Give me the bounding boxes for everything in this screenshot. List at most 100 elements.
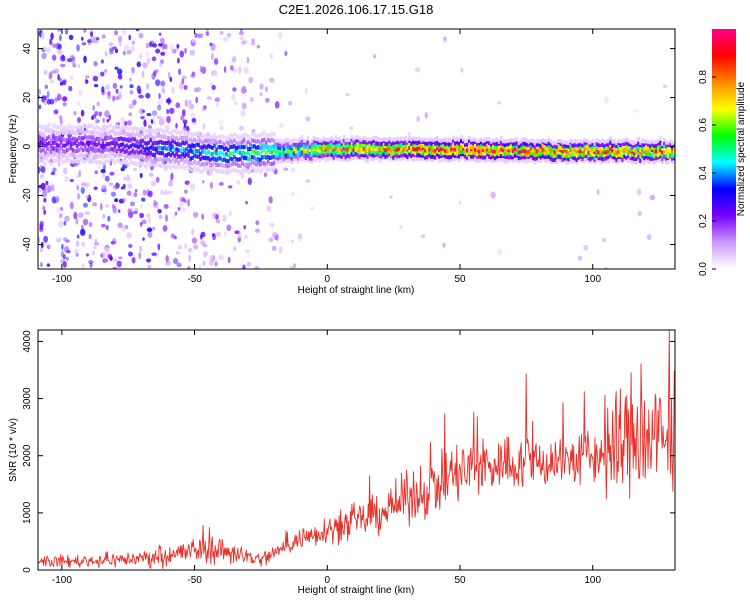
noise-cell xyxy=(45,46,51,54)
band-cell xyxy=(571,150,575,155)
band-cell xyxy=(436,136,439,141)
band-cell xyxy=(125,126,129,131)
band-cell xyxy=(408,152,411,157)
band-cell xyxy=(533,141,537,146)
band-cell xyxy=(489,152,493,157)
noise-cell xyxy=(92,104,95,111)
band-cell xyxy=(105,130,109,136)
noise-cell xyxy=(163,204,169,209)
band-cell xyxy=(573,152,577,157)
band-cell xyxy=(332,138,336,143)
band-cell xyxy=(535,152,539,157)
band-cell xyxy=(193,166,196,171)
noise-cell xyxy=(268,196,273,204)
band-cell xyxy=(44,155,47,160)
band-cell xyxy=(394,157,397,162)
band-cell xyxy=(380,150,383,155)
noise-cell xyxy=(189,49,196,56)
band-cell xyxy=(481,139,485,144)
band-cell xyxy=(147,156,151,161)
band-cell xyxy=(292,157,296,162)
band-cell xyxy=(67,140,71,145)
band-cell xyxy=(189,148,192,154)
band-cell xyxy=(456,137,459,142)
band-cell xyxy=(324,151,328,156)
band-cell xyxy=(597,155,600,161)
band-cell xyxy=(356,152,360,158)
band-cell xyxy=(497,145,501,150)
band-cell xyxy=(591,148,594,153)
band-cell xyxy=(115,158,119,164)
band-cell xyxy=(665,147,668,152)
band-cell xyxy=(183,154,186,159)
band-cell xyxy=(472,137,475,142)
band-cell xyxy=(352,150,356,155)
band-cell xyxy=(225,136,228,141)
noise-cell xyxy=(200,231,206,238)
noise-cell xyxy=(190,112,196,118)
band-cell xyxy=(362,146,366,152)
band-cell xyxy=(475,158,479,163)
band-cell xyxy=(428,137,431,142)
band-cell xyxy=(623,138,626,143)
band-cell xyxy=(61,143,65,148)
noise-cell xyxy=(649,194,656,201)
band-cell xyxy=(304,149,308,154)
band-cell xyxy=(42,154,45,159)
band-cell xyxy=(549,142,553,147)
noise-cell xyxy=(98,111,102,117)
band-cell xyxy=(189,156,192,161)
noise-cell xyxy=(159,37,165,44)
band-cell xyxy=(503,145,507,150)
noise-cell xyxy=(271,245,277,251)
band-cell xyxy=(547,148,551,153)
band-cell xyxy=(651,145,654,150)
band-cell xyxy=(298,147,302,152)
noise-cell xyxy=(157,243,161,251)
band-cell xyxy=(207,149,210,155)
noise-cell xyxy=(57,73,60,81)
band-cell xyxy=(368,147,371,152)
band-cell xyxy=(426,147,429,152)
band-cell xyxy=(143,163,147,168)
band-cell xyxy=(509,149,513,155)
band-cell xyxy=(171,156,174,161)
band-cell xyxy=(434,155,437,160)
band-cell xyxy=(454,144,457,149)
band-cell xyxy=(517,150,521,155)
noise-cell xyxy=(269,77,275,83)
band-cell xyxy=(398,137,401,142)
noise-cell xyxy=(102,117,106,123)
band-cell xyxy=(161,128,164,133)
band-cell xyxy=(464,154,467,159)
band-cell xyxy=(418,156,421,161)
noise-cell xyxy=(178,68,182,76)
band-cell xyxy=(159,145,162,150)
band-cell xyxy=(213,160,216,166)
band-cell xyxy=(485,137,489,142)
noise-cell xyxy=(75,174,81,179)
band-cell xyxy=(410,153,413,158)
band-cell xyxy=(589,152,592,157)
band-cell xyxy=(368,154,371,159)
band-cell xyxy=(489,155,493,160)
band-cell xyxy=(392,140,395,145)
band-cell xyxy=(264,167,268,172)
band-cell xyxy=(643,149,646,154)
noise-cell xyxy=(80,109,85,117)
noise-cell xyxy=(114,66,119,70)
band-cell xyxy=(77,125,81,130)
band-cell xyxy=(191,168,194,173)
band-cell xyxy=(446,141,449,146)
band-cell xyxy=(255,134,258,139)
band-cell xyxy=(338,153,342,158)
band-cell xyxy=(406,157,409,162)
band-cell xyxy=(163,163,166,169)
band-cell xyxy=(466,155,469,160)
band-cell xyxy=(231,151,234,156)
noise-cell xyxy=(169,107,175,115)
band-cell xyxy=(255,150,258,155)
noise-cell xyxy=(191,117,197,123)
band-cell xyxy=(219,150,222,155)
noise-cell xyxy=(243,39,248,44)
